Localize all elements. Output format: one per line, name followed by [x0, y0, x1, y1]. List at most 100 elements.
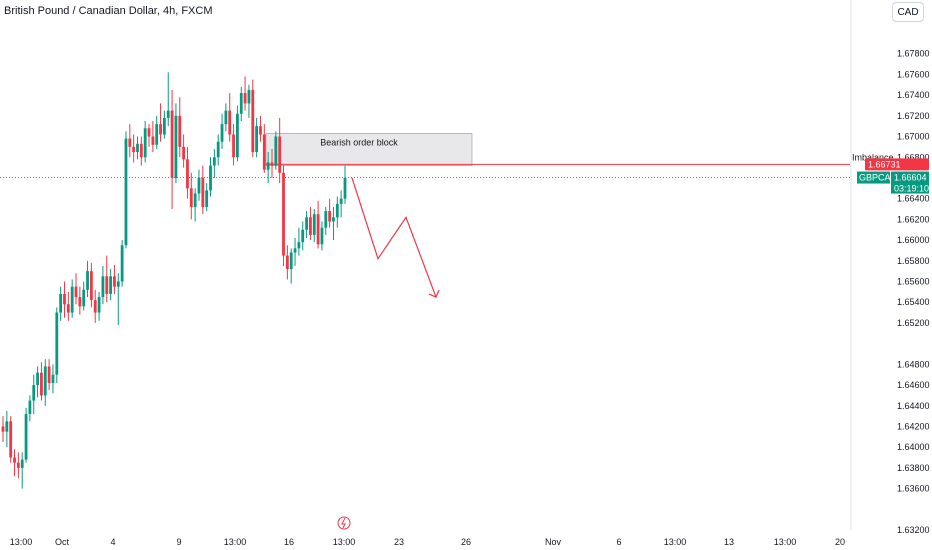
currency-selector[interactable]: CAD: [892, 2, 924, 22]
candle-body: [82, 289, 86, 307]
x-tick-label: 26: [461, 537, 471, 547]
x-tick-label: Oct: [55, 537, 70, 547]
candle-body: [228, 110, 232, 135]
candle-body: [162, 117, 166, 135]
candle-body: [132, 146, 136, 153]
y-tick-label: 1.66800: [897, 152, 930, 162]
projection-path: [351, 177, 437, 298]
candle-body: [278, 136, 282, 173]
candle-body: [285, 255, 289, 270]
candle-body: [170, 110, 174, 178]
candle-body: [74, 286, 78, 298]
candle-body: [216, 141, 220, 158]
y-tick-label: 1.63200: [897, 525, 930, 535]
candle-body: [120, 245, 124, 282]
candle-body: [78, 297, 82, 307]
candle-body: [51, 374, 55, 383]
candle-body: [28, 400, 32, 415]
candle-body: [97, 297, 101, 313]
imbalance-price-tag: [865, 158, 929, 171]
candle-body: [239, 93, 243, 114]
candle-body: [159, 124, 162, 135]
candle-body: [139, 143, 143, 158]
y-tick-label: 1.66200: [897, 214, 930, 224]
lightning-icon: [341, 517, 346, 529]
candle-body: [24, 414, 28, 460]
candle-body: [20, 459, 24, 468]
candle-body: [151, 136, 155, 145]
candle-body: [59, 293, 63, 313]
candle-body: [55, 312, 59, 375]
candle-body: [332, 217, 335, 222]
current-price-tag: [891, 171, 929, 194]
x-tick-label: 16: [284, 537, 294, 547]
candle-body: [274, 136, 278, 166]
candle-body: [13, 457, 16, 463]
x-tick-label: 13:00: [774, 537, 797, 547]
candle-body: [66, 304, 70, 313]
candle-body: [166, 110, 170, 118]
candle-body: [251, 89, 255, 153]
candle-body: [189, 188, 193, 207]
order-block-label: Bearish order block: [320, 137, 398, 147]
candle-body: [335, 203, 339, 218]
y-tick-label: 1.63600: [897, 484, 930, 494]
x-tick-label: 6: [616, 537, 621, 547]
candle-body: [5, 421, 9, 432]
y-tick-label: 1.64200: [897, 421, 930, 431]
candle-body: [339, 198, 343, 204]
candle-body: [116, 281, 120, 287]
x-tick-label: 13: [724, 537, 734, 547]
candle-body: [93, 300, 97, 313]
candle-body: [262, 134, 266, 170]
candle-body: [9, 421, 13, 458]
candle-body: [309, 217, 312, 235]
y-tick-label: 1.66000: [897, 235, 930, 245]
candle-body: [32, 385, 36, 401]
candle-body: [282, 172, 285, 256]
candle-body: [70, 286, 74, 313]
x-tick-label: 20: [835, 537, 845, 547]
candle-body: [36, 372, 39, 386]
candle-body: [124, 138, 128, 246]
candle-body: [40, 372, 43, 396]
candle-body: [293, 248, 297, 253]
candle-body: [328, 211, 332, 222]
symbol-tag: [857, 171, 890, 184]
candle-body: [247, 89, 251, 104]
candle-body: [113, 276, 116, 287]
candle-body: [128, 138, 132, 147]
symbol-tag-text: GBPCAD: [859, 173, 898, 183]
x-tick-label: 13:00: [333, 537, 356, 547]
candle-body: [101, 276, 105, 298]
candle-body: [289, 252, 293, 270]
candle-body: [316, 214, 320, 245]
candle-body: [86, 271, 89, 290]
candle-body: [209, 165, 212, 191]
candle-body: [193, 193, 197, 207]
candle-body: [324, 211, 328, 228]
y-tick-label: 1.67800: [897, 49, 930, 59]
candle-body: [89, 271, 93, 301]
candle-body: [255, 126, 259, 153]
y-tick-label: 1.64600: [897, 380, 930, 390]
candle-body: [143, 128, 147, 158]
candle-body: [186, 159, 189, 189]
candle-body: [174, 115, 178, 178]
y-tick-label: 1.65800: [897, 256, 930, 266]
y-tick-label: 1.67200: [897, 111, 930, 121]
y-tick-label: 1.65600: [897, 277, 930, 287]
candle-body: [270, 162, 274, 166]
candle-body: [312, 214, 316, 235]
imbalance-price-tag-text: 1.66731: [868, 159, 901, 169]
y-tick-label: 1.67400: [897, 90, 930, 100]
y-tick-label: 1.67600: [897, 69, 930, 79]
x-tick-label: 23: [394, 537, 404, 547]
candle-body: [201, 177, 205, 207]
candle-body: [301, 229, 305, 243]
x-tick-label: 13:00: [224, 537, 247, 547]
candle-body: [220, 124, 224, 142]
x-tick-label: Nov: [545, 537, 562, 547]
candle-body: [205, 190, 209, 207]
